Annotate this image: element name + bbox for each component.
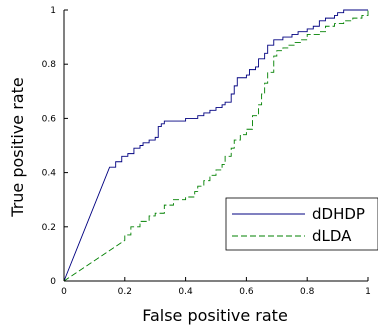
x-axis-title: False positive rate xyxy=(142,306,288,325)
y-tick-label: 0.2 xyxy=(42,223,56,233)
y-tick-label: 0 xyxy=(50,277,56,287)
plot-area xyxy=(63,9,369,282)
legend-box xyxy=(225,197,378,251)
x-tick-label: 1 xyxy=(365,287,371,297)
legend-label-dlda: dLDA xyxy=(312,227,352,245)
axes: 00 0.2 0.2 0.4 0.4 0.6 0.6 0.8 0.8 1 1 xyxy=(42,6,371,297)
y-tick-label: 0.6 xyxy=(42,114,57,124)
x-tick-label: 0.4 xyxy=(178,287,193,297)
y-axis-title: True positive rate xyxy=(8,77,27,217)
y-tick-label: 0.4 xyxy=(42,169,57,179)
series-line-ddhdp xyxy=(63,9,368,282)
x-tick-label: 0.8 xyxy=(300,287,315,297)
series-line-dlda xyxy=(63,10,369,282)
y-tick-label: 0.8 xyxy=(42,60,57,70)
x-tick-label: 0.2 xyxy=(118,287,132,297)
legend: dDHDP dLDA xyxy=(225,197,378,251)
legend-label-ddhdp: dDHDP xyxy=(312,205,365,223)
y-tick-label: 1 xyxy=(50,6,56,16)
x-tick-label: 0 xyxy=(61,287,67,297)
x-tick-label: 0.6 xyxy=(239,287,254,297)
